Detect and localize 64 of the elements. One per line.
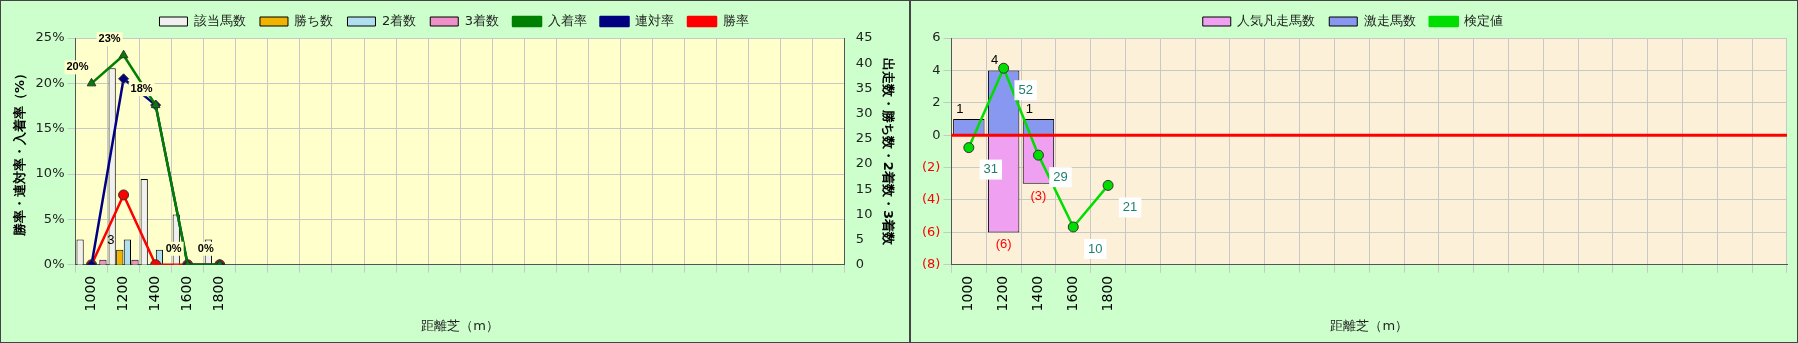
data-label: 3 — [107, 231, 115, 247]
x-tick-label: 1000 — [82, 275, 99, 312]
legend-label: 3着数 — [464, 12, 500, 28]
y2-tick-label: 0 — [855, 256, 865, 272]
y-tick-label: (2) — [921, 158, 941, 174]
y2-tick-label: 10 — [855, 205, 873, 221]
y2-tick-label: 5 — [855, 230, 865, 246]
x-tick-label: 1800 — [210, 275, 227, 312]
legend-label: 2着数 — [381, 12, 417, 28]
y-tick-label: 2 — [932, 94, 941, 110]
y-tick-label: 0% — [43, 256, 65, 272]
y2-tick-label: 20 — [855, 155, 873, 171]
y-tick-label: 6 — [932, 29, 941, 45]
data-label: 1 — [956, 101, 964, 117]
x-tick-label: 1200 — [114, 275, 131, 312]
y-tick-label: 15% — [35, 120, 65, 136]
legend-label: 激走馬数 — [1363, 12, 1416, 28]
data-label: 4 — [991, 52, 999, 68]
y2-tick-label: 40 — [855, 54, 873, 70]
y-tick-label: (8) — [921, 256, 941, 272]
y-tick-label: 20% — [35, 74, 65, 90]
x-tick-label: 1200 — [994, 275, 1011, 312]
y-tick-label: 4 — [932, 61, 941, 77]
x-tick-label: 1600 — [178, 275, 195, 312]
y2-tick-label: 15 — [855, 180, 873, 196]
y2-axis-title: 出走数・勝ち数・2着数・3着数 — [880, 57, 896, 246]
x-tick-label: 1400 — [146, 275, 163, 312]
data-label: 18% — [130, 82, 153, 95]
y2-tick-label: 25 — [855, 130, 873, 146]
data-label: 21 — [1122, 198, 1138, 214]
legend-label: 検定値 — [1464, 12, 1504, 28]
legend-label: 勝ち数 — [294, 12, 334, 28]
y-tick-label: 25% — [35, 29, 65, 45]
x-tick-label: 1400 — [1029, 275, 1046, 312]
data-label: 10 — [1088, 240, 1103, 256]
data-label: 29 — [1053, 168, 1068, 184]
data-label: 0% — [197, 241, 214, 254]
legend-label: 連対率 — [635, 12, 675, 28]
y-tick-label: 0 — [932, 126, 941, 142]
x-tick-label: 1000 — [959, 275, 976, 312]
data-label: 20% — [66, 60, 89, 73]
y2-tick-label: 45 — [855, 29, 873, 45]
x-tick-label: 1800 — [1098, 275, 1115, 312]
legend-label: 該当馬数 — [193, 12, 246, 28]
data-label: 31 — [983, 161, 999, 177]
y-axis-title: 勝率・連対率・入着率（%） — [12, 66, 28, 237]
data-label: 1 — [1025, 101, 1034, 117]
data-label: 23% — [98, 32, 121, 45]
legend-label: 人気凡走馬数 — [1237, 12, 1316, 28]
y2-tick-label: 30 — [855, 104, 873, 120]
legend-label: 勝率 — [722, 12, 749, 28]
data-label: (6) — [995, 236, 1012, 252]
data-label: (3) — [1030, 187, 1047, 203]
x-axis-title: 距離芝（m） — [1330, 317, 1409, 333]
data-label: 52 — [1018, 81, 1033, 97]
x-axis-title: 距離芝（m） — [421, 317, 500, 333]
y2-tick-label: 35 — [855, 79, 873, 95]
legend-label: 入着率 — [547, 12, 587, 28]
y-tick-label: 10% — [35, 165, 65, 181]
data-label: 0% — [165, 241, 182, 254]
x-tick-label: 1600 — [1063, 275, 1080, 312]
y-tick-label: (6) — [921, 223, 941, 239]
y-tick-label: (4) — [921, 191, 941, 207]
y-tick-label: 5% — [43, 210, 65, 226]
